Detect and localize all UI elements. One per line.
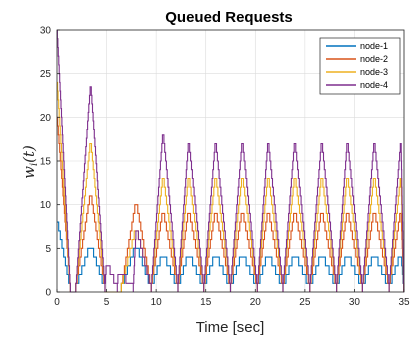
x-tick-label: 10: [151, 297, 163, 308]
y-ticks: 0 5 10 15 20 25 30: [40, 26, 60, 299]
x-tick-label: 5: [104, 297, 110, 308]
x-tick-label: 25: [299, 297, 311, 308]
x-tick-label: 15: [200, 297, 212, 308]
x-axis-label: Time [sec]: [196, 319, 265, 336]
series-line-node-3: [57, 81, 405, 293]
y-axis-label: wi(t): [20, 145, 40, 179]
legend: node-1 node-2 node-3 node-4: [319, 37, 401, 95]
series-layer: [56, 29, 405, 293]
chart-title: Queued Requests: [165, 9, 293, 26]
x-tick-label: 20: [250, 297, 262, 308]
legend-label: node-2: [360, 54, 388, 64]
y-tick-label: 0: [45, 288, 51, 299]
y-tick-label: 25: [40, 69, 52, 80]
y-tick-label: 15: [40, 157, 52, 168]
y-tick-label: 10: [40, 200, 52, 211]
legend-label: node-3: [360, 67, 388, 77]
x-ticks: 0 5 10 15 20 25 30 35: [54, 289, 410, 308]
x-tick-label: 35: [398, 297, 410, 308]
y-tick-label: 30: [40, 26, 52, 37]
legend-label: node-1: [360, 41, 388, 51]
x-tick-label: 0: [54, 297, 60, 308]
series-line-node-4: [56, 29, 405, 293]
y-tick-label: 5: [45, 244, 51, 255]
series-line-node-2: [57, 116, 405, 293]
legend-label: node-4: [360, 80, 388, 90]
x-tick-label: 30: [349, 297, 361, 308]
y-tick-label: 20: [40, 113, 52, 124]
